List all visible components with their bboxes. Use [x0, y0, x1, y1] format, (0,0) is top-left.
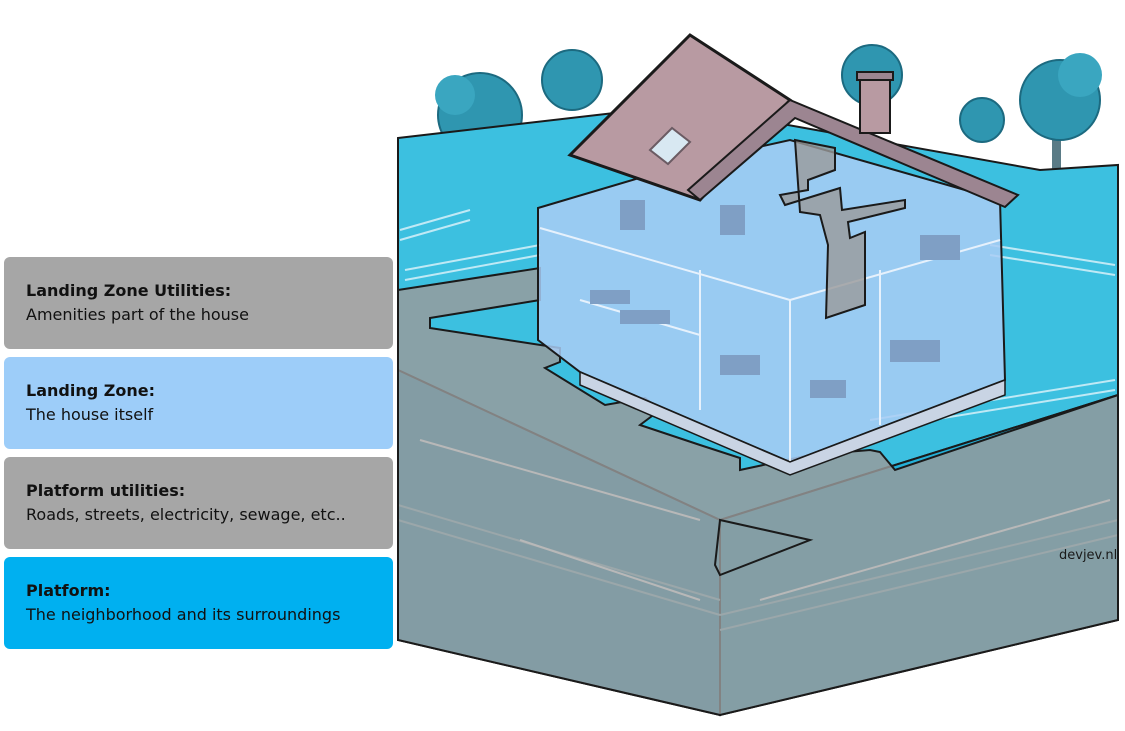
legend-box-platform-utilities: Platform utilities: Roads, streets, elec… — [4, 457, 393, 549]
legend-box-landing-zone: Landing Zone: The house itself — [4, 357, 393, 449]
background-trees — [435, 44, 1102, 200]
landing-zone-utilities-overlay — [778, 138, 906, 320]
platform-utilities-overlay — [397, 266, 1119, 717]
legend-box-landing-zone-utilities: Landing Zone Utilities: Amenities part o… — [4, 257, 393, 349]
house-platform-illustration — [397, 33, 1119, 717]
legend-description: The house itself — [26, 405, 154, 424]
chimney — [859, 77, 891, 134]
legend-description: Amenities part of the house — [26, 305, 249, 324]
legend-title: Landing Zone Utilities: — [26, 281, 232, 300]
house-foundation — [579, 370, 1006, 476]
legend-box-platform: Platform: The neighborhood and its surro… — [4, 557, 393, 649]
skylight — [648, 126, 692, 166]
road-markings — [419, 439, 1111, 601]
legend-description: The neighborhood and its surroundings — [26, 605, 341, 624]
legend-title: Platform: — [26, 581, 111, 600]
legend-description: Roads, streets, electricity, sewage, etc… — [26, 505, 346, 524]
legend-title: Platform utilities: — [26, 481, 186, 500]
legend-title: Landing Zone: — [26, 381, 155, 400]
house-floors — [539, 227, 1001, 462]
watermark: devjev.nl — [1059, 548, 1118, 563]
furniture — [590, 200, 960, 398]
